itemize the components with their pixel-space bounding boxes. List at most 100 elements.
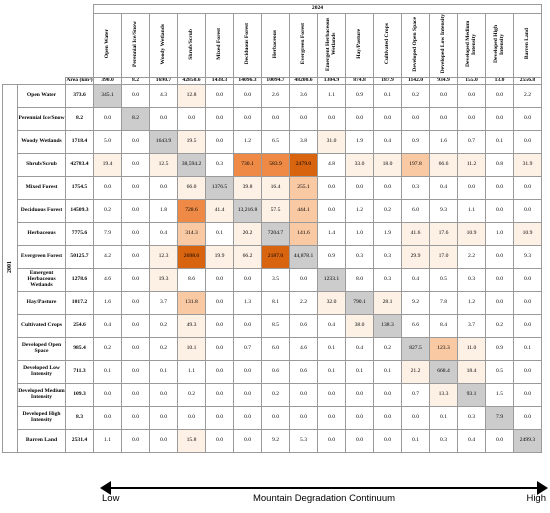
transition-cell: 0.0 [121, 129, 150, 154]
transition-cell: 0.4 [457, 428, 486, 453]
row-header-class: Cultivated Crops [17, 313, 66, 338]
transition-cell: 1.0 [485, 221, 514, 246]
transition-cell: 0.1 [149, 359, 178, 384]
column-area-2024: 13.0 [485, 76, 514, 85]
transition-cell: 13,216.8 [233, 198, 262, 223]
row-area-2001: 8.2 [65, 106, 94, 131]
column-area-2024: 8.2 [121, 76, 150, 85]
transition-cell: 728.6 [177, 198, 206, 223]
transition-cell: 11.2 [457, 152, 486, 177]
transition-cell: 1.0 [345, 221, 374, 246]
transition-cell: 12.8 [177, 83, 206, 108]
transition-cell: 7.9 [485, 405, 514, 430]
transition-cell: 8.0 [345, 267, 374, 292]
column-area-2024: 155.0 [457, 76, 486, 85]
row-area-2001: 14509.3 [65, 198, 94, 223]
transition-cell: 0.0 [513, 382, 542, 407]
transition-cell: 0.0 [233, 359, 262, 384]
transition-cell: 0.0 [121, 152, 150, 177]
transition-cell: 0.1 [345, 359, 374, 384]
transition-cell: 0.0 [149, 175, 178, 200]
transition-cell: 10.9 [513, 221, 542, 246]
transition-cell: 0.4 [317, 313, 346, 338]
transition-cell: 0.3 [457, 405, 486, 430]
column-header-class: Developed Low Intensity [429, 13, 458, 78]
transition-cell: 0.0 [513, 198, 542, 223]
column-header-label: Woody Wetlands [159, 23, 166, 65]
transition-cell: 8.5 [261, 313, 290, 338]
transition-cell: 6.5 [261, 129, 290, 154]
transition-cell: 6.0 [261, 336, 290, 361]
row-header-class: Developed High Intensity [17, 405, 66, 430]
transition-cell: 0.0 [289, 382, 318, 407]
transition-cell: 66.2 [233, 244, 262, 269]
transition-cell: 4.6 [289, 336, 318, 361]
transition-cell: 0.8 [485, 152, 514, 177]
transition-cell: 0.1 [513, 336, 542, 361]
transition-cell: 0.3 [373, 267, 402, 292]
transition-cell: 66.6 [429, 152, 458, 177]
transition-cell: 0.1 [317, 336, 346, 361]
transition-cell: 0.0 [177, 405, 206, 430]
transition-cell: 29.9 [401, 244, 430, 269]
transition-cell: 6.0 [401, 198, 430, 223]
row-header-class: Shrub/Scrub [17, 152, 66, 177]
transition-cell: 6.6 [401, 313, 430, 338]
transition-cell: 0.0 [401, 106, 430, 131]
transition-cell: 138.3 [373, 313, 402, 338]
transition-cell: 314.3 [177, 221, 206, 246]
transition-cell: 0.0 [121, 405, 150, 430]
transition-cell: 0.0 [205, 106, 234, 131]
row-area-2001: 711.3 [65, 359, 94, 384]
arrow-left-icon [100, 481, 111, 495]
row-area-2001: 373.6 [65, 83, 94, 108]
row-header-class: Evergreen Forest [17, 244, 66, 269]
transition-cell: 0.0 [205, 336, 234, 361]
column-header-class: Herbaceous [261, 13, 290, 78]
transition-cell: 1233.1 [317, 267, 346, 292]
degradation-scale: Low Mountain Degradation Continuum High [100, 480, 548, 508]
transition-cell: 668.4 [429, 359, 458, 384]
transition-cell: 0.0 [205, 405, 234, 430]
column-header-label: Herbaceous [271, 29, 278, 59]
transition-cell: 9.3 [429, 198, 458, 223]
scale-high-label: High [526, 493, 546, 504]
transition-cell: 0.3 [345, 244, 374, 269]
transition-cell: 0.0 [485, 244, 514, 269]
corner-blank [2, 4, 94, 14]
transition-cell: 0.2 [149, 336, 178, 361]
transition-cell: 1.4 [317, 221, 346, 246]
column-header-class: Perennial Ice/Snow [121, 13, 150, 78]
transition-cell: 0.0 [513, 267, 542, 292]
transition-cell: 0.4 [401, 267, 430, 292]
transition-cell: 7.8 [429, 290, 458, 315]
transition-cell: 0.0 [233, 428, 262, 453]
transition-cell: 0.1 [373, 83, 402, 108]
row-header-class: Developed Low Intensity [17, 359, 66, 384]
transition-cell: 0.0 [121, 382, 150, 407]
transition-cell: 0.0 [205, 290, 234, 315]
row-header-class: Herbaceous [17, 221, 66, 246]
transition-cell: 0.0 [513, 359, 542, 384]
transition-cell: 1.6 [429, 129, 458, 154]
transition-cell: 197.8 [401, 152, 430, 177]
land-cover-transition-matrix: 2024 Open Water Perennial Ice/Snow Woody W… [2, 4, 542, 453]
row-header-class: Perennial Ice/Snow [17, 106, 66, 131]
transition-cell: 0.0 [513, 405, 542, 430]
column-header-label: Developed High Intensity [492, 24, 505, 64]
transition-cell: 2.2 [457, 244, 486, 269]
transition-cell: 1.1 [93, 428, 122, 453]
transition-cell: 38.0 [345, 313, 374, 338]
row-area-2001: 50125.7 [65, 244, 94, 269]
transition-cell: 5.0 [93, 129, 122, 154]
transition-cell: 19.5 [177, 129, 206, 154]
year-2024-header: 2024 [93, 4, 542, 14]
transition-cell: 0.7 [457, 129, 486, 154]
transition-cell: 0.0 [457, 83, 486, 108]
transition-cell: 131.8 [177, 290, 206, 315]
transition-cell: 0.0 [233, 382, 262, 407]
scale-low-label: Low [102, 493, 120, 504]
transition-cell: 0.2 [93, 198, 122, 223]
transition-cell: 0.0 [485, 428, 514, 453]
transition-cell: 0.1 [205, 221, 234, 246]
